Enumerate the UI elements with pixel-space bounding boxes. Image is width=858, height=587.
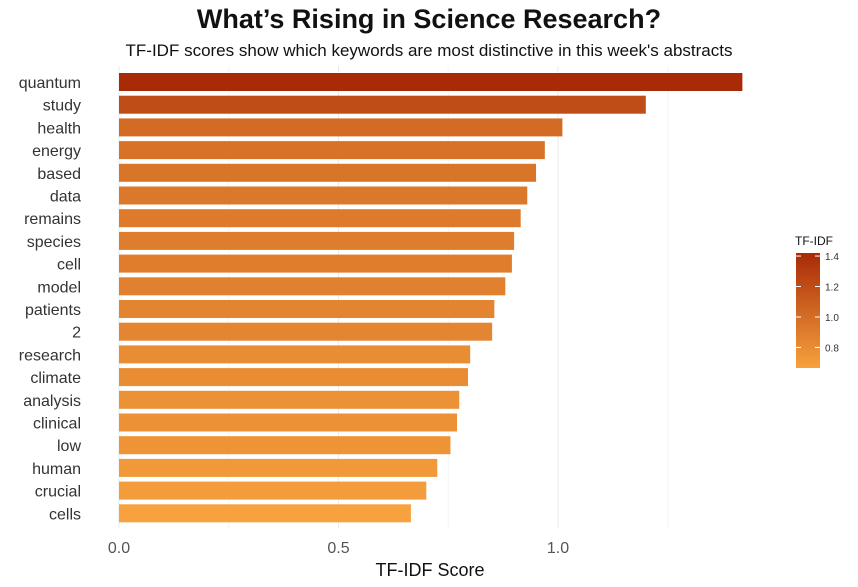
category-label: crucial	[35, 484, 81, 501]
x-tick-label: 0.5	[327, 540, 349, 557]
category-label: research	[19, 347, 81, 364]
x-axis-title: TF-IDF Score	[375, 560, 484, 580]
category-label: data	[50, 189, 81, 206]
bar-quantum	[119, 73, 743, 91]
category-label: cell	[57, 257, 81, 274]
category-label: species	[27, 234, 81, 251]
bar-clinical	[119, 413, 458, 432]
bar-research	[119, 345, 471, 364]
bar-cells	[119, 504, 411, 523]
legend-tick-label: 1.0	[825, 313, 839, 324]
category-label: remains	[24, 211, 81, 228]
bar-low	[119, 436, 451, 455]
legend-tick-label: 0.8	[825, 343, 839, 354]
chart-title: What’s Rising in Science Research?	[196, 4, 662, 34]
category-label: low	[57, 438, 81, 455]
category-label: study	[43, 98, 81, 115]
legend-colorbar	[796, 253, 820, 368]
legend-tick-label: 1.4	[825, 252, 839, 263]
category-label: health	[37, 120, 81, 137]
category-label: analysis	[23, 393, 81, 410]
bar-study	[119, 95, 646, 114]
bar-crucial	[119, 481, 427, 500]
x-tick-labels: 0.0 0.5 1.0	[108, 540, 569, 557]
category-label: energy	[32, 143, 81, 160]
category-label: quantum	[19, 75, 81, 92]
legend-tick-label: 1.2	[825, 283, 839, 294]
bar-species	[119, 231, 515, 250]
legend-ticks: 1.4 1.2 1.0 0.8	[796, 252, 839, 354]
bar-patients	[119, 300, 495, 318]
category-label: based	[37, 166, 81, 183]
category-labels: quantum study health energy based data remains…	[19, 75, 82, 523]
color-legend: TF-IDF 1.4 1.2 1.0 0.8	[795, 234, 839, 368]
bar-model	[119, 277, 506, 296]
category-label: human	[32, 461, 81, 478]
bar-energy	[119, 141, 545, 160]
category-label: model	[37, 279, 81, 296]
bar-data	[119, 186, 528, 205]
category-label: cells	[49, 506, 81, 523]
category-label: 2	[72, 325, 81, 342]
bar-based	[119, 163, 537, 182]
bar-cell	[119, 254, 512, 273]
bar-human	[119, 458, 438, 477]
category-label: clinical	[33, 416, 81, 433]
legend-title: TF-IDF	[795, 234, 833, 248]
chart-subtitle: TF-IDF scores show which keywords are mo…	[125, 41, 733, 60]
x-tick-label: 1.0	[547, 540, 569, 557]
x-tick-label: 0.0	[108, 540, 130, 557]
bars	[119, 73, 743, 523]
bar-analysis	[119, 390, 460, 409]
bar-climate	[119, 368, 469, 387]
bar-2	[119, 322, 493, 341]
bar-remains	[119, 209, 521, 228]
category-label: climate	[30, 370, 81, 387]
bar-health	[119, 118, 563, 137]
category-label: patients	[25, 302, 81, 319]
